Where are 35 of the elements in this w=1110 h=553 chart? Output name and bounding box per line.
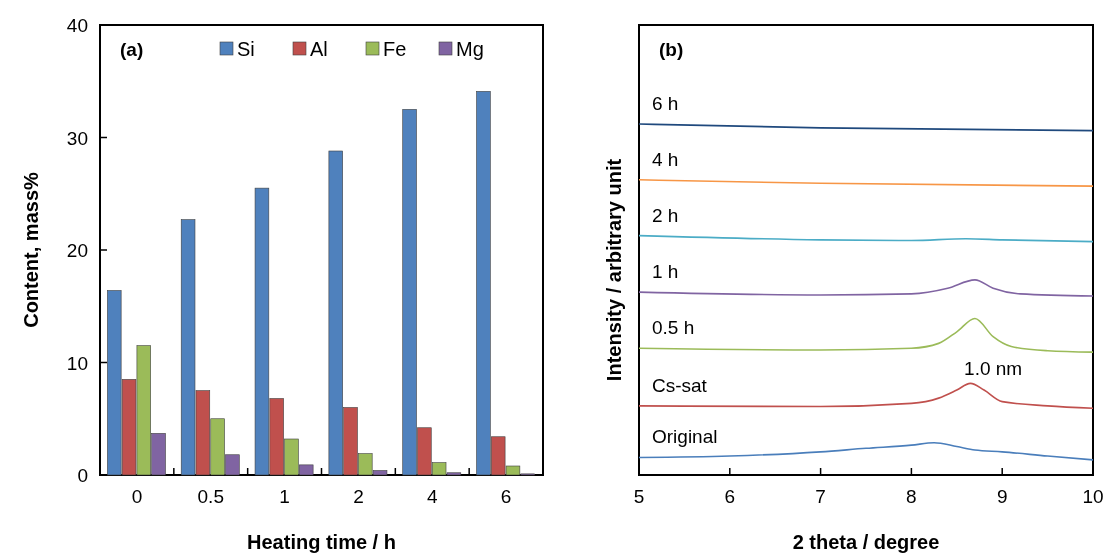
- x-tick-label: 2: [353, 486, 364, 507]
- x-axis-title: Heating time / h: [247, 531, 396, 553]
- x-tick-label: 1: [279, 486, 290, 507]
- x-tick-label: 0.5: [197, 486, 224, 507]
- y-tick-label: 0: [77, 465, 88, 486]
- series-label: 1 h: [652, 261, 679, 283]
- series-label: 0.5 h: [652, 317, 695, 339]
- y-axis-title: Intensity / arbitrary unit: [603, 158, 625, 382]
- text: (b): [659, 39, 684, 60]
- y-tick-label: 20: [66, 240, 88, 261]
- series-label: 4 h: [652, 148, 679, 170]
- x-tick-label: 4: [426, 486, 438, 507]
- y-tick-label: 30: [66, 127, 88, 149]
- legend-label: Si: [237, 38, 255, 60]
- annotation: 1.0 nm: [964, 358, 1023, 379]
- y-tick-label: 40: [66, 15, 88, 36]
- legend-label: Mg: [456, 38, 484, 60]
- series-label: Original: [652, 426, 718, 448]
- x-tick-label: 8: [906, 486, 917, 507]
- x-tick-label: 6: [500, 486, 512, 507]
- x-axis-title: 2 theta / degree: [792, 531, 940, 553]
- y-tick-label: 10: [66, 352, 88, 374]
- series-label: Cs-sat: [652, 374, 708, 396]
- legend-label: Fe: [383, 38, 407, 60]
- annotation: (a): [120, 39, 144, 60]
- x-tick-label: 5: [633, 486, 645, 507]
- series-label: 6 h: [652, 93, 679, 114]
- legend-label: Al: [310, 38, 328, 60]
- y-axis-title: Content, mass%: [20, 171, 42, 328]
- x-tick-label: 9: [996, 486, 1008, 507]
- x-tick-label: 6: [724, 486, 736, 507]
- x-tick-label: 7: [815, 486, 826, 507]
- series-label: 2 h: [652, 204, 679, 226]
- x-tick-label: 10: [1082, 486, 1104, 507]
- x-tick-label: 0: [131, 486, 143, 507]
